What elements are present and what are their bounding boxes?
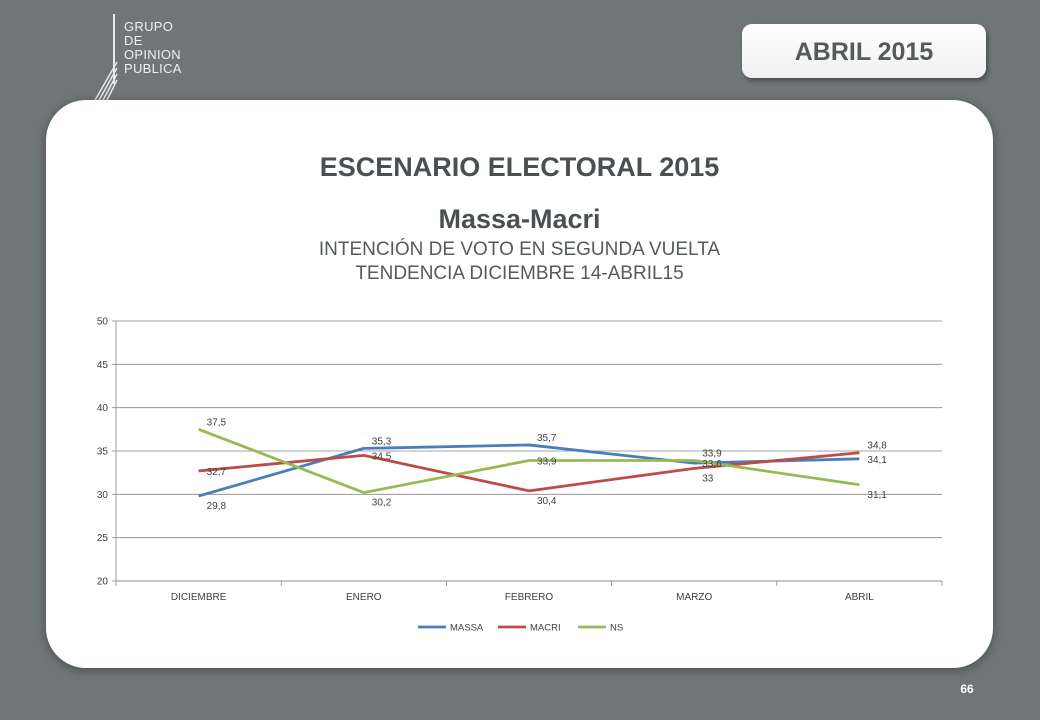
data-label-massa: 34,1: [867, 455, 887, 466]
y-tick-label: 25: [97, 533, 109, 544]
y-tick-label: 40: [97, 403, 109, 414]
y-tick-label: 45: [97, 360, 109, 371]
data-label-massa: 29,8: [207, 501, 227, 512]
company-logo: GRUPO DE OPINION PUBLICA: [92, 14, 212, 104]
page-number: 66: [960, 682, 974, 696]
y-tick-label: 20: [97, 577, 109, 588]
x-tick-label: MARZO: [676, 592, 712, 603]
x-tick-label: FEBRERO: [505, 592, 554, 603]
data-label-macri: 30,4: [537, 496, 557, 507]
logo-wordmark: GRUPO DE OPINION PUBLICA: [124, 20, 182, 76]
subtitle-line-2: TENDENCIA DICIEMBRE 14-ABRIL15: [355, 263, 684, 284]
scenario-title: Massa-Macri: [438, 204, 601, 234]
slide-title: ESCENARIO ELECTORAL 2015: [319, 152, 720, 182]
data-label-ns: 33,9: [537, 457, 557, 468]
data-label-macri: 34,8: [867, 441, 887, 452]
y-tick-label: 35: [97, 447, 109, 458]
data-label-massa: 33,6: [702, 459, 722, 470]
subtitle-line-1: INTENCIÓN DE VOTO EN SEGUNDA VUELTA: [318, 239, 721, 260]
x-tick-label: ABRIL: [845, 592, 874, 603]
y-tick-label: 30: [97, 490, 109, 501]
data-label-macri: 34,5: [372, 451, 392, 462]
slide-card: ESCENARIO ELECTORAL 2015 Massa-Macri INT…: [46, 100, 993, 668]
month-badge-label: ABRIL 2015: [794, 38, 934, 66]
data-label-ns: 30,2: [372, 498, 392, 509]
logo-mark-icon: [93, 14, 118, 103]
data-label-macri: 33: [702, 473, 714, 484]
data-label-massa: 35,7: [537, 433, 557, 444]
month-badge: ABRIL 2015: [742, 24, 986, 78]
slide-subtitle: INTENCIÓN DE VOTO EN SEGUNDA VUELTA TEND…: [46, 238, 993, 286]
legend-label-massa: MASSA: [450, 623, 484, 634]
series-line-ns: [198, 428, 860, 495]
data-label-ns: 31,1: [867, 490, 887, 501]
logo-line: DE: [124, 33, 143, 48]
logo-line: OPINION: [124, 47, 181, 62]
y-tick-label: 50: [97, 317, 109, 328]
data-label-ns: 37,5: [207, 417, 227, 428]
logo-line: GRUPO: [124, 19, 174, 34]
data-label-ns: 33,9: [702, 449, 722, 460]
logo-line: PUBLICA: [124, 61, 182, 76]
data-label-macri: 32,7: [207, 467, 227, 478]
data-label-massa: 35,3: [372, 436, 392, 447]
series-line-macri: [198, 451, 860, 493]
series-line-massa: [198, 443, 860, 498]
line-chart: 20 25 30 35 40 45 50 DICIEMBRE ENERO FEBRERO MARZO…: [97, 317, 943, 634]
legend-label-ns: NS: [610, 623, 623, 634]
x-tick-label: ENERO: [346, 592, 382, 603]
legend-label-macri: MACRI: [530, 623, 561, 634]
x-tick-label: DICIEMBRE: [171, 592, 227, 603]
